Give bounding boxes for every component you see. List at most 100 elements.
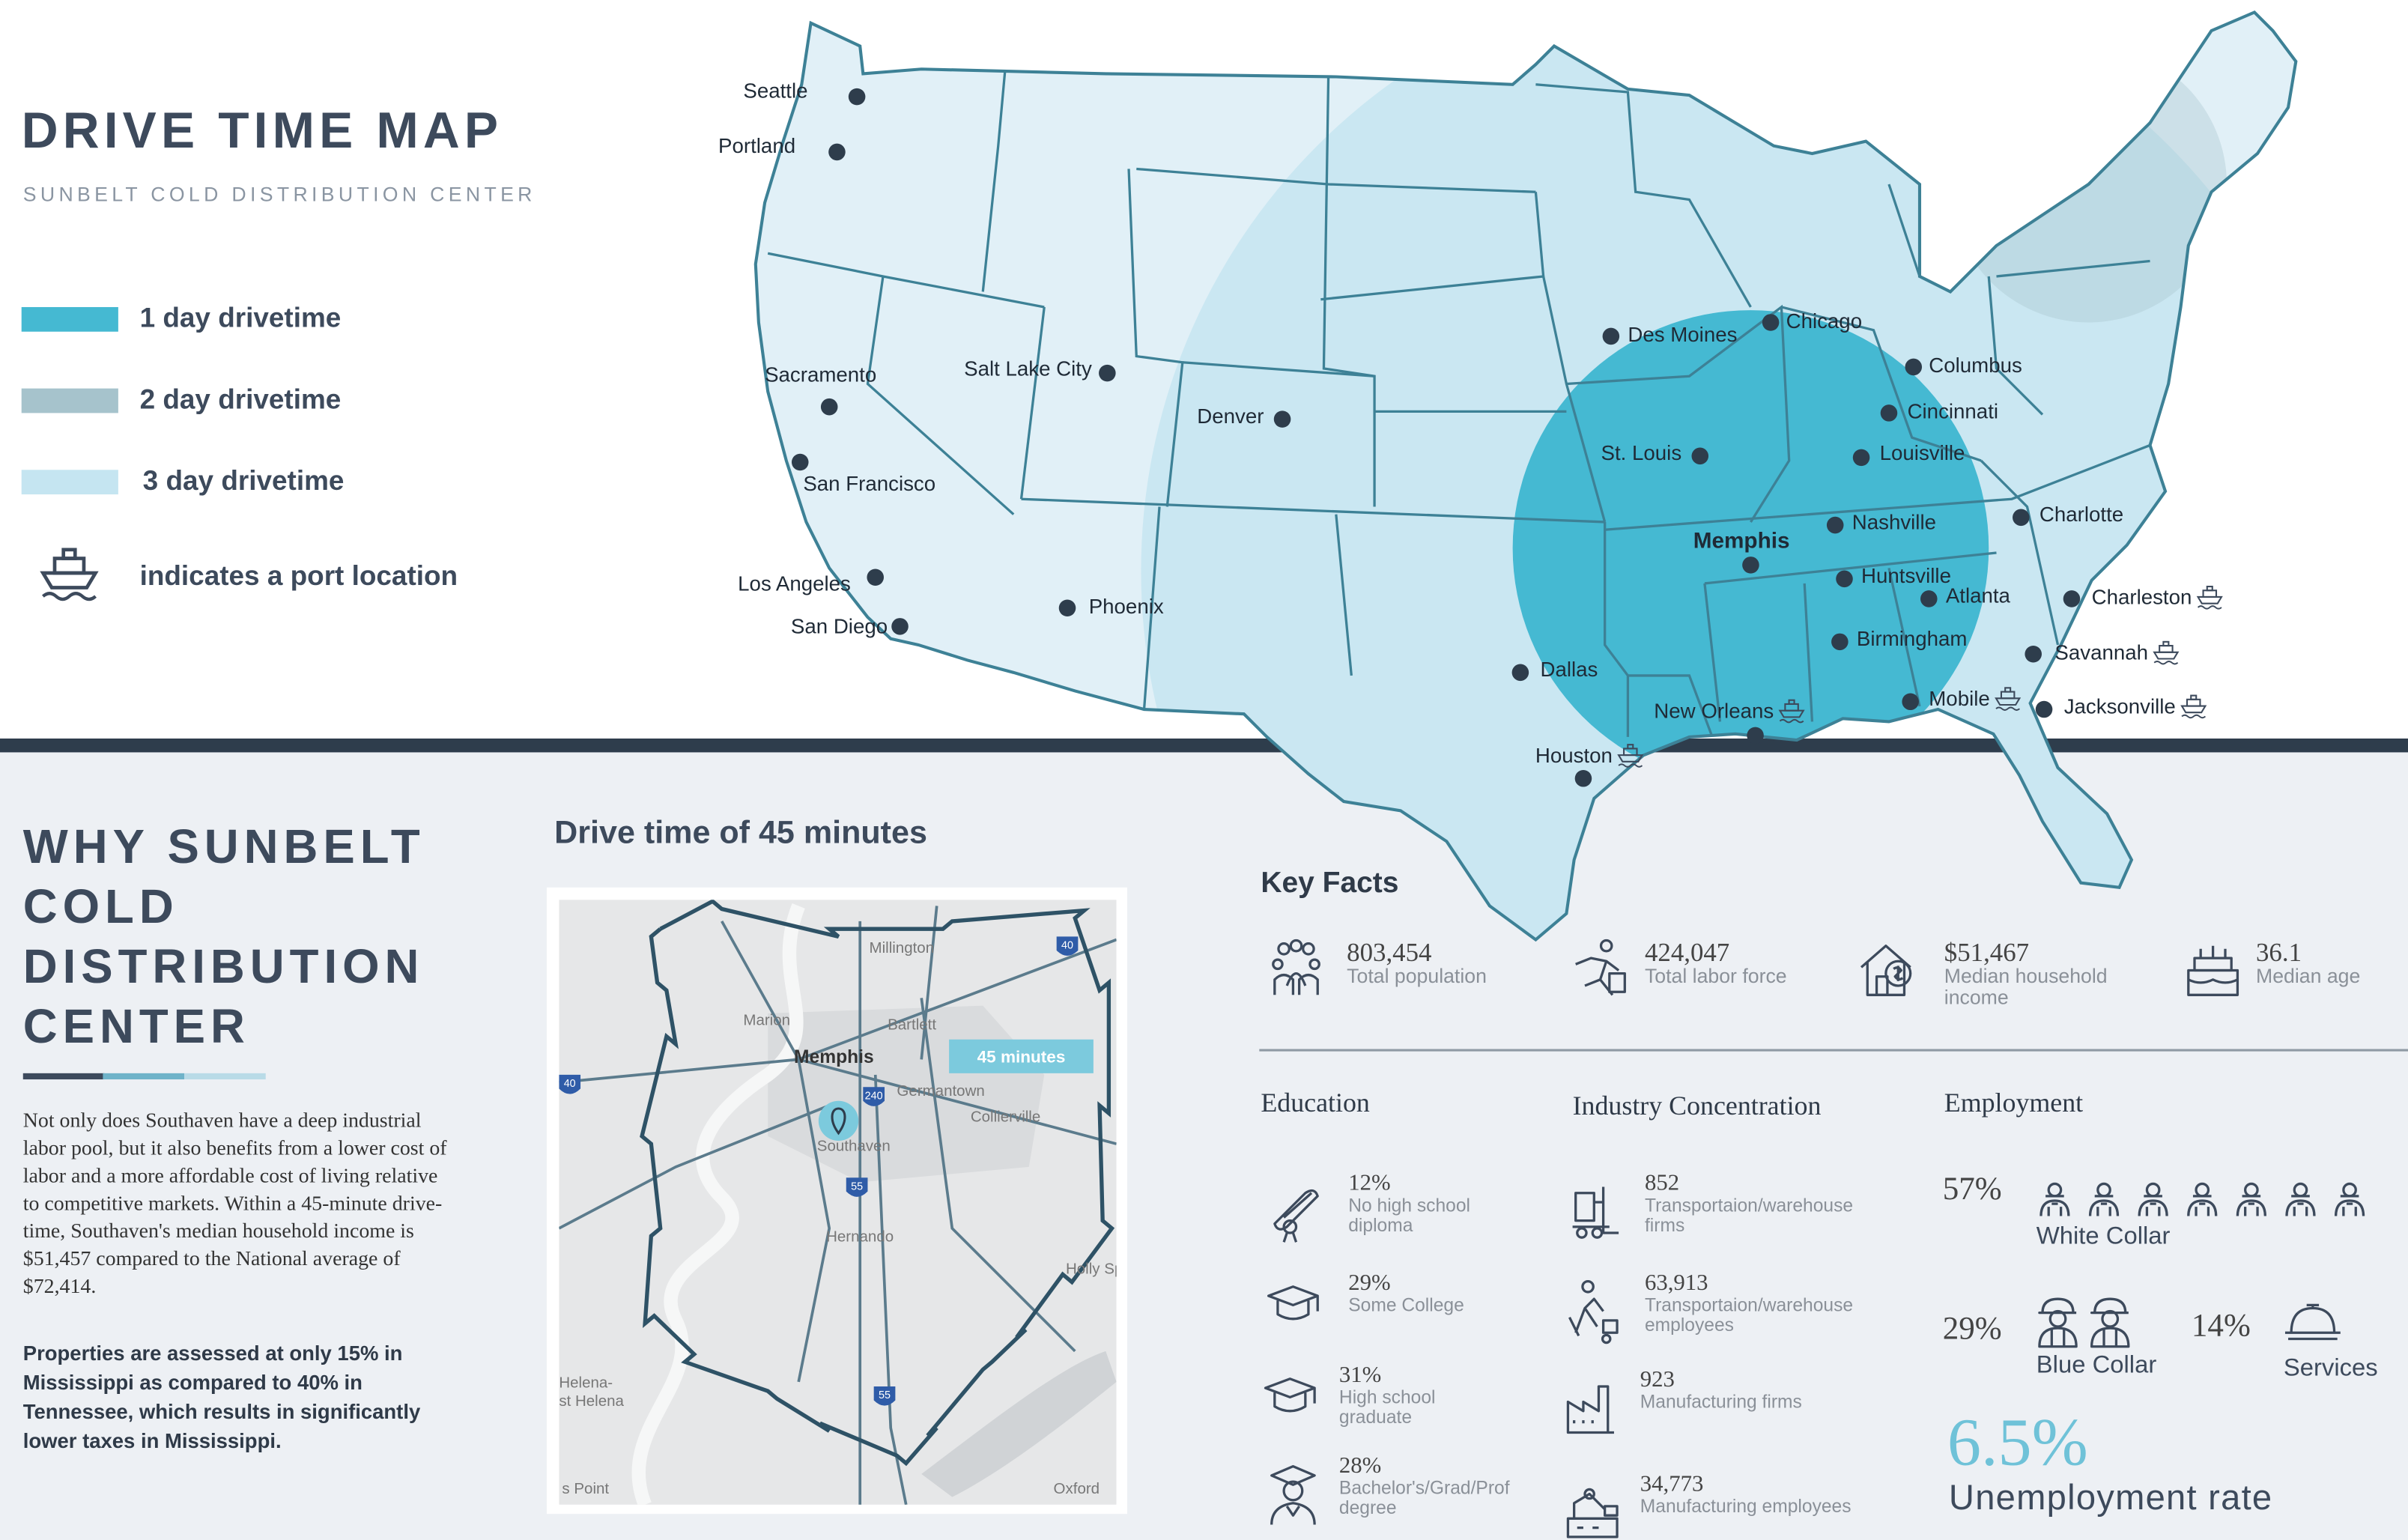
education-label: High school graduate <box>1338 1386 1436 1428</box>
ship-hull <box>2180 705 2207 714</box>
employment-label: White Collar <box>2036 1223 2171 1250</box>
state-border <box>1704 551 1997 585</box>
city-dot <box>2063 590 2081 607</box>
port-icon-legend <box>40 548 99 601</box>
industry-label: Manufacturing firms <box>1640 1391 1802 1413</box>
education-value: 31% <box>1338 1363 1382 1389</box>
place-label: Oxford <box>1054 1480 1100 1497</box>
ship-cabin <box>2159 645 2174 653</box>
state-border <box>1980 459 2060 646</box>
city-dot <box>1058 599 1076 617</box>
icon-part <box>1566 1385 1614 1434</box>
icon-part <box>1270 1464 1316 1486</box>
zone-1-day <box>1512 310 1989 786</box>
education-title: Education <box>1261 1087 1370 1118</box>
icon-part <box>1273 971 1319 995</box>
city-dot <box>867 569 884 586</box>
city-dot <box>1747 727 1764 745</box>
place-label: Holly Sp <box>1066 1261 1123 1278</box>
city-dot <box>2025 645 2042 663</box>
icon-part <box>1601 1319 1619 1334</box>
employment-value: 14% <box>2191 1306 2251 1344</box>
icon-part <box>2334 1195 2365 1216</box>
icon-part <box>1591 1227 1604 1239</box>
fact-label: Median age <box>2256 964 2361 988</box>
state-border <box>1021 497 1605 524</box>
city-label: Memphis <box>1693 528 1790 553</box>
icon-worker <box>2038 1297 2078 1348</box>
city-dot <box>1852 449 1870 467</box>
state-border <box>1019 306 1046 500</box>
industry-label: Manufacturing employees <box>1640 1495 1852 1518</box>
state-border <box>1335 514 1353 676</box>
icon-part <box>2101 1309 2120 1328</box>
mini-river <box>631 903 805 1505</box>
highway-number: 55 <box>851 1180 863 1192</box>
subtitle: SUNBELT COLD DISTRIBUTION CENTER <box>22 182 536 206</box>
icon-people <box>1272 939 1320 995</box>
employment-title: Employment <box>1944 1087 2084 1118</box>
icon-part <box>2284 1303 2341 1341</box>
icon-runner <box>1575 939 1626 996</box>
icon-part <box>1572 1186 1619 1234</box>
icon-person <box>2138 1182 2168 1216</box>
city-label: Denver <box>1197 404 1264 428</box>
accent-bar <box>103 1073 185 1080</box>
icon-part <box>1893 965 1904 981</box>
employment-value: 57% <box>1942 1169 2002 1207</box>
city-dot <box>1099 364 1116 382</box>
icon-part <box>2039 1195 2070 1216</box>
mini-road <box>721 921 831 1383</box>
fact-value: 424,047 <box>1644 938 1730 968</box>
icon-worker <box>2090 1297 2130 1348</box>
port-icon <box>2180 694 2207 719</box>
education-value: 29% <box>1348 1271 1391 1297</box>
state-border <box>981 61 1007 292</box>
state-border <box>1628 674 1714 738</box>
badge-label: 45 minutes <box>977 1047 1066 1066</box>
note-text: Properties are assessed at only 15% in M… <box>22 1342 421 1453</box>
industry-value: 34,773 <box>1640 1472 1704 1497</box>
port-icon <box>2196 585 2223 610</box>
icon-part <box>1282 1232 1298 1243</box>
city-label: Columbus <box>1929 354 2022 377</box>
body-text: Not only does Southaven have a deep indu… <box>22 1108 447 1298</box>
city-label: Birmingham <box>1857 627 1968 650</box>
city-dot <box>2035 700 2053 718</box>
industry-value: 852 <box>1644 1171 1680 1196</box>
icon-part <box>1884 960 1912 987</box>
city-dot <box>1905 358 1923 376</box>
us-outline <box>753 10 2298 942</box>
icon-part <box>2285 1195 2316 1216</box>
city-label: Louisville <box>1880 441 1965 464</box>
city-label: Charlotte <box>2039 503 2123 526</box>
section-title: WHY SUNBELT COLD DISTRIBUTION CENTER <box>22 819 425 1054</box>
city-label: Seattle <box>743 79 807 102</box>
city-label: Los Angeles <box>738 572 851 595</box>
port-icon <box>1617 744 1644 768</box>
city-label: Sacramento <box>765 363 876 386</box>
state-border <box>1534 192 1545 277</box>
icon-part <box>1575 957 1620 996</box>
place-label: Hernando <box>826 1228 894 1246</box>
icon-part <box>1599 939 1613 953</box>
ship-funnel <box>2206 585 2213 592</box>
icon-part <box>2187 1195 2218 1216</box>
ship-wave <box>2197 605 2222 610</box>
city-label: San Francisco <box>803 472 935 495</box>
city-dot <box>791 453 809 471</box>
icon-part <box>2138 1195 2168 1216</box>
city-label: Houston <box>1535 744 1613 767</box>
state-border <box>1987 276 2044 416</box>
city-label: Huntsville <box>1861 564 1951 587</box>
city-label: Savannah <box>2054 641 2148 664</box>
legend-label: indicates a port location <box>139 560 458 592</box>
icon-part <box>1264 1377 1316 1413</box>
icon-part <box>1282 1219 1298 1234</box>
state-border <box>1703 583 1722 722</box>
education-label: No high school diploma <box>1348 1194 1471 1236</box>
ship-funnel <box>2190 694 2198 700</box>
city-dot <box>1920 590 1938 607</box>
icon-cloche <box>2284 1303 2341 1341</box>
